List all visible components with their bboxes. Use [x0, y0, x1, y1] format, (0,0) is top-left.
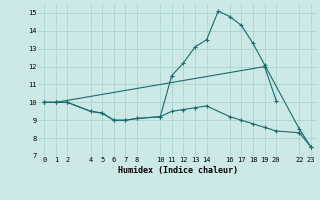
X-axis label: Humidex (Indice chaleur): Humidex (Indice chaleur) [118, 166, 238, 175]
